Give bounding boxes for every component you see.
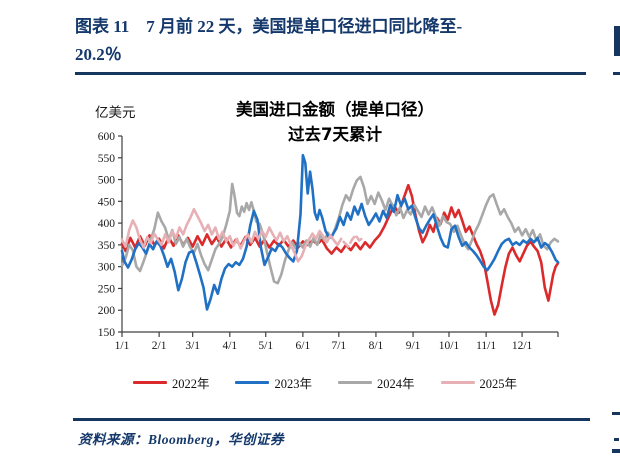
series-line	[120, 207, 339, 263]
x-axis-tick-label: 7/1	[331, 340, 346, 352]
legend-item: 2025年	[440, 373, 518, 392]
chart-title: 美国进口金额（提单口径） 过去7天累计	[115, 97, 555, 147]
legend-line-swatch	[235, 380, 270, 385]
x-axis-tick-label: 6/1	[296, 340, 311, 352]
x-axis-tick-label: 8/1	[369, 340, 384, 352]
y-axis-tick-label: 600	[98, 131, 116, 143]
y-axis-tick-label: 250	[98, 283, 116, 295]
y-axis-unit-label: 亿美元	[95, 105, 136, 121]
x-axis-tick-label: 3/1	[185, 340, 200, 352]
figure-title: 图表 11 7 月前 22 天，美国提单口径进口同比降至- 20.2％	[75, 13, 595, 69]
x-axis-tick-label: 9/1	[406, 340, 421, 352]
chart-panel: 亿美元 美国进口金额（提单口径） 过去7天累计 600 550 500 450 400 3…	[75, 85, 575, 408]
figure-title-line1: 图表 11 7 月前 22 天，美国提单口径进口同比降至-	[75, 17, 463, 36]
y-axis-tick-label: 350	[98, 240, 116, 252]
y-axis-tick-label: 500	[98, 175, 116, 187]
legend-item: 2024年	[338, 373, 415, 392]
y-axis-tick-label: 550	[98, 153, 116, 165]
x-axis-tick-label: 11/1	[476, 340, 496, 352]
y-axis-tick-label: 300	[98, 262, 116, 274]
x-axis-tick-label: 4/1	[222, 340, 237, 352]
x-axis-tick-label: 5/1	[258, 340, 273, 352]
source-divider-rule	[73, 418, 590, 421]
adjacent-column-rule-fragment-top	[613, 72, 620, 75]
series-line	[336, 234, 365, 248]
chart-title-line1: 美国进口金额（提单口径）	[236, 100, 434, 119]
legend-line-swatch	[440, 380, 475, 385]
series-line	[120, 183, 560, 316]
y-axis-tick-label: 400	[98, 218, 116, 230]
adjacent-column-text-fragment-bottom2	[612, 449, 620, 453]
legend-line-swatch	[132, 380, 167, 385]
source-note: 资料来源：Bloomberg，华创证券	[78, 432, 285, 447]
legend-item: 2022年	[132, 373, 210, 392]
legend-label: 2022年	[171, 377, 210, 391]
adjacent-column-text-fragment-bottom1	[614, 438, 619, 441]
figure-title-line2: 20.2％	[75, 45, 122, 64]
legend-label: 2023年	[274, 377, 312, 391]
x-axis-tick-label: 1/1	[115, 340, 130, 352]
chart-title-line2: 过去7天累计	[288, 125, 382, 144]
x-axis-tick-label: 12/1	[512, 340, 533, 352]
legend-label: 2024年	[377, 377, 415, 391]
series-line	[120, 153, 560, 311]
y-axis-tick-label: 150	[98, 327, 116, 339]
x-axis-tick-label: 2/1	[152, 340, 167, 352]
x-axis-tick-label: 10/1	[439, 340, 460, 352]
adjacent-column-rule-fragment-bottom	[612, 412, 620, 415]
title-divider-rule	[75, 72, 586, 75]
adjacent-column-text-fragment-top	[614, 26, 620, 56]
y-axis-tick-label: 200	[98, 305, 116, 317]
legend-item: 2023年	[235, 373, 312, 392]
chart-legend: 2022年 2023年 2024年 2025年	[75, 373, 575, 392]
series-line	[120, 175, 560, 285]
y-axis-tick-label: 450	[98, 196, 116, 208]
legend-line-swatch	[338, 380, 372, 385]
legend-label: 2025年	[479, 377, 518, 391]
